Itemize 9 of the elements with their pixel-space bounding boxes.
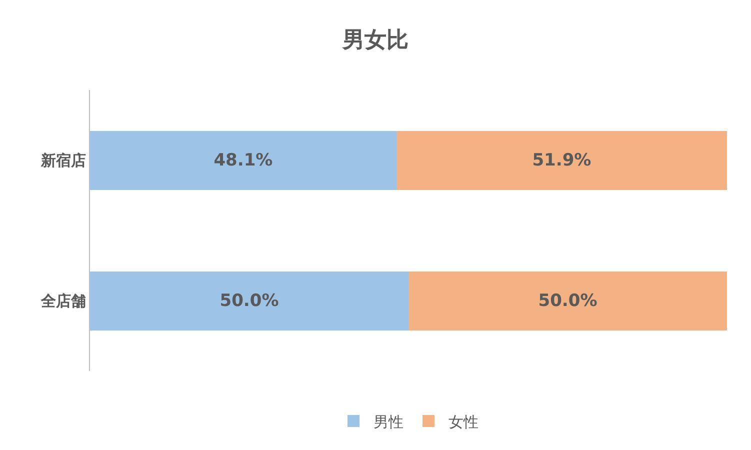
data-label: 48.1% xyxy=(214,150,273,170)
legend-label: 男性 xyxy=(374,412,404,431)
y-tick-label: 全店舗 xyxy=(40,292,86,310)
data-label: 51.9% xyxy=(532,150,592,170)
data-label: 50.0% xyxy=(220,290,279,311)
legend-label: 女性 xyxy=(448,412,478,431)
y-tick-label: 新宿店 xyxy=(40,152,86,170)
data-label: 50.0% xyxy=(538,290,598,311)
chart-title: 男女比 xyxy=(342,28,408,53)
